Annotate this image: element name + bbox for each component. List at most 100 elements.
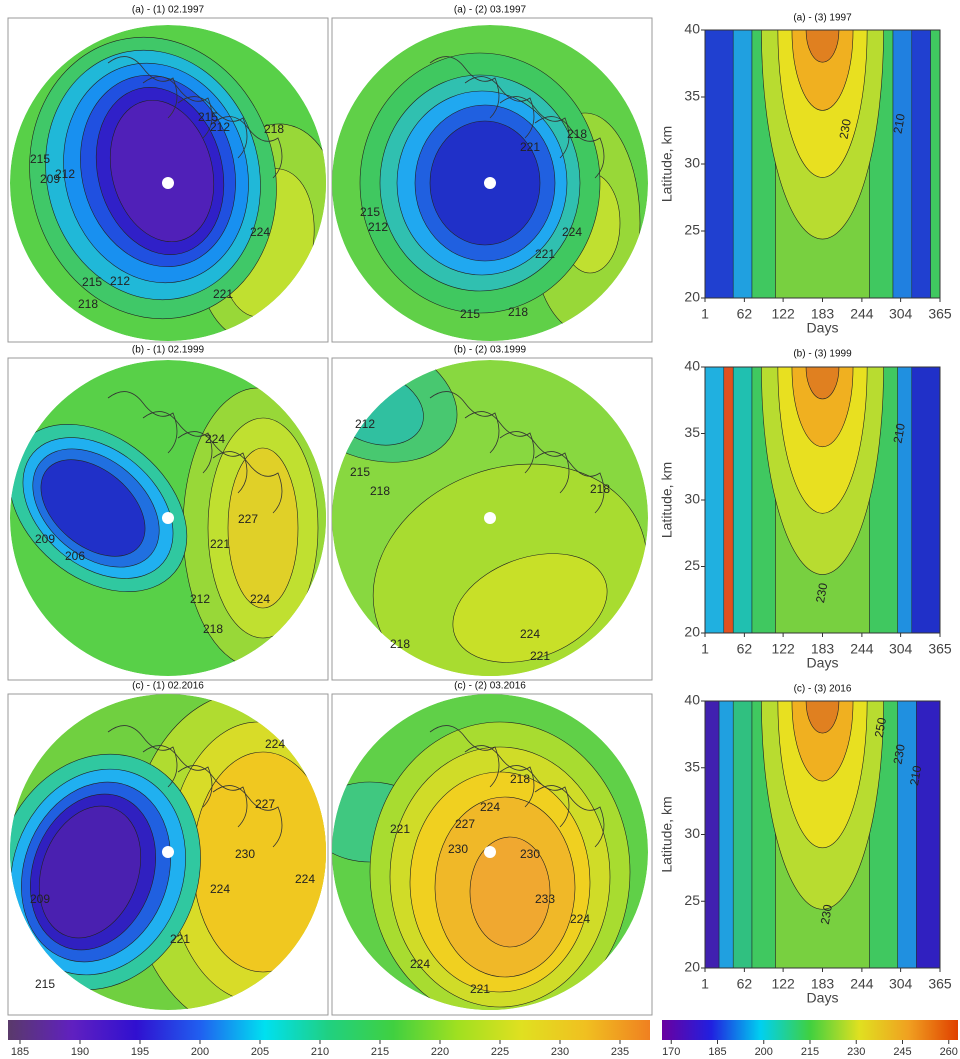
contour-fill xyxy=(733,367,752,633)
contour-fill xyxy=(705,30,733,298)
y-tick-label: 40 xyxy=(684,692,700,708)
contour-fill xyxy=(719,701,733,968)
contour-fill xyxy=(228,448,298,608)
y-tick-label: 20 xyxy=(684,959,700,975)
contour-label: 224 xyxy=(520,627,540,641)
x-tick-label: 365 xyxy=(928,306,952,322)
y-tick-label: 25 xyxy=(684,892,700,908)
profile-field xyxy=(705,0,940,298)
contour-label: 224 xyxy=(265,737,285,751)
contour-label: 215 xyxy=(350,465,370,479)
contour-label: 221 xyxy=(535,247,555,261)
pole-marker xyxy=(162,512,174,524)
contour-label: 221 xyxy=(213,287,233,301)
contour-label: 224 xyxy=(250,592,270,606)
contour-label: 218 xyxy=(590,482,610,496)
contour-label: 218 xyxy=(508,305,528,319)
colorbar xyxy=(662,1020,958,1040)
contour-fill xyxy=(898,367,912,633)
x-tick-label: 244 xyxy=(850,976,874,992)
y-tick-label: 30 xyxy=(684,825,700,841)
map-field xyxy=(310,694,648,1022)
contour-fill xyxy=(931,30,940,298)
contour-label: 233 xyxy=(535,892,555,906)
contour-label: 212 xyxy=(110,274,130,288)
contour-label: 215 xyxy=(82,275,102,289)
contour-label: 224 xyxy=(205,432,225,446)
contour-fill xyxy=(912,367,940,633)
map-title: (a) - (2) 03.1997 xyxy=(454,5,527,16)
contour-label: 221 xyxy=(470,982,490,996)
y-tick-label: 30 xyxy=(684,155,700,171)
contour-label: 224 xyxy=(570,912,590,926)
x-axis-label: Days xyxy=(807,990,839,1006)
contour-fill xyxy=(705,367,724,633)
contour-label: 218 xyxy=(78,297,98,311)
contour-label: 209 xyxy=(40,172,60,186)
contour-label: 215 xyxy=(360,205,380,219)
x-tick-label: 1 xyxy=(701,976,709,992)
x-tick-label: 365 xyxy=(928,641,952,657)
y-tick-label: 25 xyxy=(684,557,700,573)
contour-label: 221 xyxy=(170,932,190,946)
y-tick-label: 35 xyxy=(684,758,700,774)
colorbar-tick-label: 185 xyxy=(11,1046,29,1058)
colorbar-tick-label: 185 xyxy=(708,1046,726,1058)
contour-label: 218 xyxy=(370,484,390,498)
contour-label: 224 xyxy=(480,800,500,814)
x-tick-label: 304 xyxy=(889,976,913,992)
contour-fill xyxy=(893,30,912,298)
colorbar-tick-label: 225 xyxy=(491,1046,509,1058)
contour-label: 221 xyxy=(520,140,540,154)
figure: (a) - (1) 02.199721521220921521221822122… xyxy=(0,0,960,1059)
x-axis-label: Days xyxy=(807,655,839,671)
map-field xyxy=(0,692,368,1032)
contour-fill xyxy=(898,701,917,968)
contour-label: 218 xyxy=(567,127,587,141)
y-tick-label: 35 xyxy=(684,424,700,440)
contour-label: 227 xyxy=(455,817,475,831)
colorbar-tick-label: 200 xyxy=(755,1046,773,1058)
x-tick-label: 122 xyxy=(771,641,795,657)
y-axis-label: Latitude, km xyxy=(659,462,675,538)
pole-marker xyxy=(162,846,174,858)
colorbar-tick-label: 195 xyxy=(131,1046,149,1058)
x-tick-label: 62 xyxy=(737,641,753,657)
map-title: (c) - (2) 03.2016 xyxy=(454,681,526,692)
colorbar-tick-label: 260 xyxy=(940,1046,958,1058)
colorbar-tick-label: 210 xyxy=(311,1046,329,1058)
y-tick-label: 20 xyxy=(684,624,700,640)
map-field xyxy=(265,311,679,729)
x-tick-label: 122 xyxy=(771,306,795,322)
y-tick-label: 35 xyxy=(684,88,700,104)
colorbar-tick-label: 205 xyxy=(251,1046,269,1058)
colorbar-tick-label: 215 xyxy=(801,1046,819,1058)
map-title: (a) - (1) 02.1997 xyxy=(132,5,205,16)
contour-fill xyxy=(917,701,941,968)
contour-label: 206 xyxy=(65,549,85,563)
y-tick-label: 20 xyxy=(684,289,700,305)
colorbar-tick-label: 220 xyxy=(431,1046,449,1058)
contour-label: 215 xyxy=(30,152,50,166)
map-title: (b) - (2) 03.1999 xyxy=(454,345,527,356)
contour-label: 215 xyxy=(35,977,55,991)
x-tick-label: 1 xyxy=(701,641,709,657)
colorbar-tick-label: 245 xyxy=(893,1046,911,1058)
contour-label: 227 xyxy=(255,797,275,811)
contour-label: 212 xyxy=(368,220,388,234)
pole-marker xyxy=(484,177,496,189)
y-tick-label: 25 xyxy=(684,222,700,238)
pole-marker xyxy=(162,177,174,189)
x-tick-label: 365 xyxy=(928,976,952,992)
map-title: (c) - (1) 02.2016 xyxy=(132,681,204,692)
contour-label: 224 xyxy=(250,225,270,239)
x-tick-label: 244 xyxy=(850,306,874,322)
y-tick-label: 40 xyxy=(684,358,700,374)
contour-label: 218 xyxy=(390,637,410,651)
contour-label: 227 xyxy=(238,512,258,526)
colorbar-tick-label: 215 xyxy=(371,1046,389,1058)
contour-label: 224 xyxy=(295,872,315,886)
contour-label: 224 xyxy=(410,957,430,971)
contour-label: 215 xyxy=(460,307,480,321)
colorbar-tick-label: 230 xyxy=(847,1046,865,1058)
